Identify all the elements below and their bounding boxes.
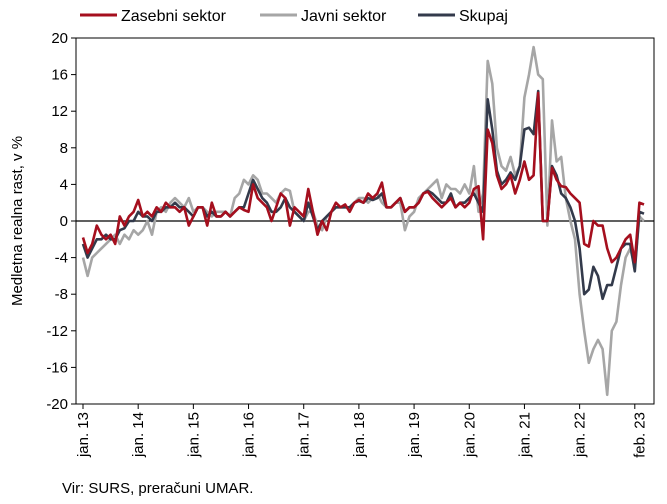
y-tick-label: 8 [60, 140, 68, 157]
y-tick-label: -16 [46, 359, 68, 376]
x-tick-label: jan. 19 [406, 412, 423, 458]
x-tick-label: feb. 23 [631, 412, 648, 458]
x-tick-label: jan. 17 [296, 412, 313, 458]
x-tick-label: jan. 14 [130, 412, 147, 458]
x-tick-label: jan. 16 [241, 412, 258, 458]
y-tick-label: 20 [51, 30, 68, 47]
x-axis: jan. 13 jan. 14 jan. 15 jan. 16 jan. 17 jan. … [75, 404, 648, 458]
legend-label: Skupaj [459, 8, 508, 25]
x-tick-label: jan. 21 [516, 412, 533, 458]
legend-label: Javni sektor [301, 8, 387, 25]
series-line-skupaj [81, 89, 645, 301]
legend: Zasebni sektor Javni sektor Skupaj [80, 8, 508, 25]
x-tick-label: jan. 22 [572, 412, 589, 458]
y-tick-label: 0 [60, 213, 68, 230]
x-tick-label: jan. 20 [461, 412, 478, 458]
y-tick-label: 12 [51, 103, 68, 120]
y-tick-label: -8 [55, 286, 68, 303]
series-lines [81, 45, 645, 397]
y-tick-label: -20 [46, 396, 68, 413]
y-tick-label: 16 [51, 67, 68, 84]
x-tick-label: jan. 13 [75, 412, 92, 458]
y-axis: 20 16 12 8 4 0 -4 -8 -12 -16 -20 [46, 30, 76, 413]
y-tick-label: -4 [55, 250, 68, 267]
series-line-zasebni-sektor [81, 91, 645, 264]
y-axis-title: Medletna realna rast, v % [9, 136, 26, 306]
source-note: Vir: SURS, preračuni UMAR. [62, 480, 254, 497]
series-line-javni-sektor [81, 45, 645, 397]
legend-label: Zasebni sektor [121, 8, 227, 25]
x-tick-label: jan. 18 [351, 412, 368, 458]
x-tick-label: jan. 15 [185, 412, 202, 458]
y-tick-label: -12 [46, 323, 68, 340]
y-tick-label: 4 [60, 176, 68, 193]
